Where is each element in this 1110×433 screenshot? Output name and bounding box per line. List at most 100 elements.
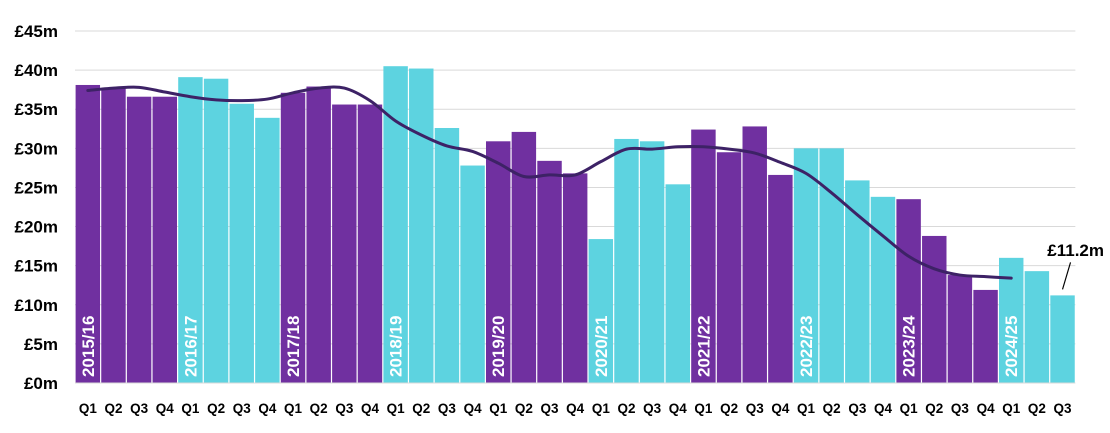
x-tick-label: Q4 — [874, 401, 893, 416]
x-tick-label: Q2 — [207, 401, 225, 416]
x-tick-label: Q3 — [1054, 401, 1073, 416]
x-tick-label: Q2 — [310, 401, 328, 416]
y-tick-label: £30m — [15, 139, 58, 158]
bar — [922, 235, 947, 383]
year-label: 2017/18 — [284, 316, 303, 377]
x-tick-label: Q2 — [925, 401, 943, 416]
x-tick-label: Q1 — [900, 401, 919, 416]
y-tick-label: £45m — [15, 22, 58, 41]
x-tick-label: Q1 — [489, 401, 508, 416]
bar — [409, 68, 434, 384]
year-label: 2021/22 — [694, 316, 713, 377]
x-tick-label: Q3 — [438, 401, 457, 416]
x-tick-label: Q1 — [694, 401, 713, 416]
x-tick-label: Q3 — [746, 401, 765, 416]
x-tick-label: Q4 — [156, 401, 175, 416]
bar — [716, 152, 742, 383]
bar — [562, 173, 588, 383]
x-tick-label: Q2 — [823, 401, 841, 416]
bar — [255, 117, 280, 384]
y-tick-label: £5m — [24, 335, 58, 354]
bar — [665, 184, 690, 383]
x-tick-label: Q3 — [130, 401, 149, 416]
y-tick-label: £35m — [15, 100, 58, 119]
bar — [537, 160, 562, 383]
x-tick-label: Q4 — [669, 401, 688, 416]
y-tick-label: £10m — [15, 296, 58, 315]
year-label: 2023/24 — [900, 315, 919, 377]
bar — [280, 92, 306, 383]
x-tick-label: Q4 — [977, 401, 996, 416]
bar — [639, 141, 665, 383]
x-tick-label: Q4 — [771, 401, 790, 416]
x-tick-label: Q1 — [79, 401, 98, 416]
x-tick-label: Q4 — [464, 401, 483, 416]
year-label: 2018/19 — [387, 316, 406, 377]
bar — [691, 129, 716, 383]
bar — [434, 127, 460, 384]
bar — [896, 199, 921, 383]
annotation-label: £11.2m — [1047, 241, 1104, 260]
x-tick-label: Q1 — [387, 401, 406, 416]
x-tick-label: Q3 — [848, 401, 867, 416]
bar — [357, 104, 383, 383]
x-tick-label: Q2 — [1028, 401, 1046, 416]
year-label: 2019/20 — [489, 316, 508, 377]
x-tick-label: Q4 — [361, 401, 380, 416]
bar — [614, 138, 639, 383]
x-tick-label: Q2 — [617, 401, 635, 416]
x-tick-label: Q2 — [412, 401, 430, 416]
y-tick-label: £20m — [15, 218, 58, 237]
y-tick-label: £0m — [24, 374, 58, 393]
bar — [947, 275, 973, 383]
year-label: 2015/16 — [79, 316, 98, 377]
bar — [486, 141, 511, 383]
x-tick-label: Q3 — [335, 401, 354, 416]
bars — [75, 66, 1075, 384]
x-tick-label: Q1 — [181, 401, 200, 416]
x-tick-label: Q4 — [258, 401, 277, 416]
bar — [768, 174, 793, 383]
trend-line — [86, 85, 1013, 280]
bar — [75, 84, 101, 384]
x-tick-label: Q2 — [104, 401, 122, 416]
x-tick-label: Q4 — [566, 401, 585, 416]
bar — [178, 77, 203, 383]
bar — [152, 96, 177, 383]
bar — [973, 289, 998, 383]
x-tick-label: Q1 — [592, 401, 611, 416]
bar — [332, 104, 357, 383]
bar — [1050, 295, 1075, 383]
bar — [742, 126, 767, 383]
year-label: 2022/23 — [797, 316, 816, 377]
bar — [229, 103, 254, 383]
bar — [126, 96, 152, 383]
bar — [870, 196, 896, 383]
x-tick-label: Q1 — [284, 401, 303, 416]
bar — [101, 88, 126, 383]
bar — [588, 239, 614, 383]
x-tick-label: Q2 — [515, 401, 533, 416]
x-tick-label: Q2 — [720, 401, 738, 416]
bar — [1024, 271, 1050, 383]
x-tick-label: Q3 — [951, 401, 970, 416]
bar — [819, 148, 844, 383]
x-tick-label: Q3 — [643, 401, 662, 416]
bar — [460, 165, 485, 383]
y-tick-label: £15m — [15, 257, 58, 276]
bar — [793, 148, 819, 383]
x-tick-label: Q3 — [541, 401, 560, 416]
bar — [203, 78, 229, 384]
year-label: 2024/25 — [1002, 316, 1021, 377]
x-tick-label: Q3 — [233, 401, 252, 416]
bar — [845, 180, 870, 383]
y-tick-label: £40m — [15, 61, 58, 80]
x-tick-label: Q1 — [797, 401, 816, 416]
x-tick-label: Q1 — [1002, 401, 1021, 416]
annotation-leader — [1061, 262, 1072, 290]
year-label: 2016/17 — [181, 316, 200, 377]
bar — [383, 66, 408, 383]
bar — [306, 86, 331, 383]
